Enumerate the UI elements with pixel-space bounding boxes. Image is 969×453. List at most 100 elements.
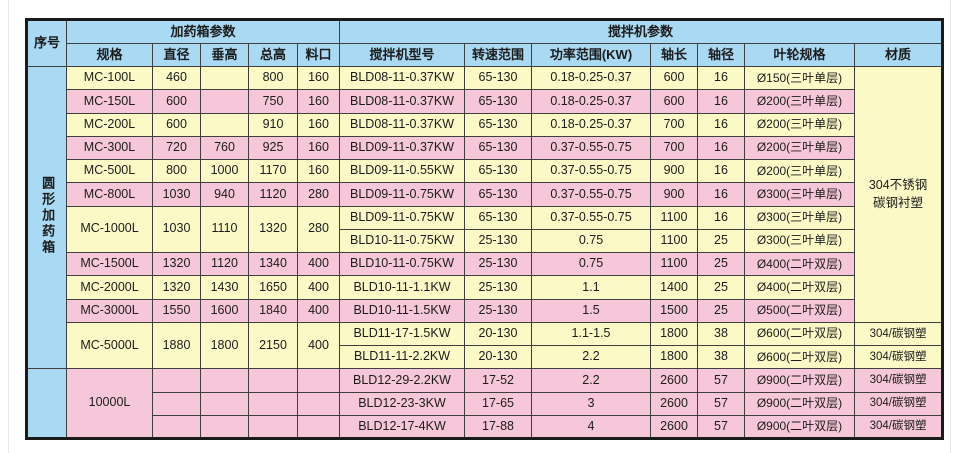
col-header-shaft-diameter: 轴径 xyxy=(697,43,745,67)
col-header-vertical-height: 垂高 xyxy=(200,43,249,67)
cell-shaft-diameter: 16 xyxy=(697,205,745,230)
cell-diameter xyxy=(152,368,201,393)
cell-impeller: Ø900(二叶双层) xyxy=(744,414,855,440)
cell-total-height xyxy=(248,368,298,393)
cell-feed-port: 160 xyxy=(297,65,340,91)
cell-spec: 10000L xyxy=(66,368,153,439)
cell-spec: MC-1000L xyxy=(66,205,153,253)
cell-speed: 65-130 xyxy=(464,182,532,207)
cell-vertical-height xyxy=(200,112,249,137)
cell-power: 1.1 xyxy=(531,275,651,300)
cell-impeller: Ø300(三叶单层) xyxy=(744,182,855,207)
cell-vertical-height xyxy=(200,65,249,91)
cell-power: 0.18-0.25-0.37 xyxy=(531,65,651,91)
cell-total-height: 1320 xyxy=(248,205,298,253)
cell-vertical-height: 1600 xyxy=(200,298,249,323)
cell-shaft-diameter: 38 xyxy=(697,344,745,370)
cell-spec: MC-3000L xyxy=(66,298,153,323)
cell-material: 304/碳钢塑 xyxy=(853,414,944,440)
cell-speed: 25-130 xyxy=(464,275,532,300)
cell-vertical-height: 1110 xyxy=(200,205,249,253)
cell-shaft-diameter: 16 xyxy=(697,182,745,207)
table-row: BLD11-11-2.2KW 20-130 2.2 1800 38 Ø600(二… xyxy=(27,344,944,370)
cell-total-height: 1650 xyxy=(248,275,298,300)
cell-shaft-length: 700 xyxy=(650,112,698,137)
header-row-groups: 序号 加药箱参数 搅拌机参数 xyxy=(26,19,944,67)
table-row: MC-1500L 1320 1120 1340 400 BLD10-11-0.7… xyxy=(27,251,943,277)
cell-shaft-diameter: 25 xyxy=(697,275,745,300)
cell-speed: 20-130 xyxy=(464,344,532,370)
cell-feed-port: 400 xyxy=(297,298,340,323)
cell-power: 1.1-1.5 xyxy=(531,321,651,347)
col-header-speed-range: 转速范围 xyxy=(464,43,532,67)
cell-model: BLD11-17-1.5KW xyxy=(339,321,465,347)
cell-impeller: Ø400(二叶双层) xyxy=(744,275,855,300)
page-border-right xyxy=(950,0,951,453)
col-header-diameter: 直径 xyxy=(152,43,201,67)
cell-diameter: 1320 xyxy=(152,251,201,277)
section-label-cell: 圆形加药箱 xyxy=(26,65,67,370)
section-label-cell-empty xyxy=(26,368,67,439)
cell-power: 3 xyxy=(531,391,651,416)
cell-total-height: 1170 xyxy=(248,158,298,184)
table-row: MC-200L 600 910 160 BLD08-11-0.37KW 65-1… xyxy=(27,112,943,137)
col-header-serial: 序号 xyxy=(26,19,67,67)
cell-power: 0.18-0.25-0.37 xyxy=(531,112,651,137)
cell-impeller: Ø300(三叶单层) xyxy=(744,228,855,254)
cell-shaft-diameter: 16 xyxy=(697,112,745,137)
cell-total-height: 1840 xyxy=(248,298,298,323)
cell-feed-port xyxy=(297,414,340,440)
cell-power: 1.5 xyxy=(531,298,651,323)
table-row: MC-2000L 1320 1430 1650 400 BLD10-11-1.1… xyxy=(27,275,943,300)
table-row: BLD12-23-3KW 17-65 3 2600 57 Ø900(二叶双层) … xyxy=(27,391,944,416)
cell-shaft-length: 1800 xyxy=(650,321,698,347)
cell-impeller: Ø200(三叶单层) xyxy=(744,135,855,161)
cell-impeller: Ø500(二叶双层) xyxy=(744,298,855,323)
spec-table: 序号 加药箱参数 搅拌机参数 规格 直径 垂高 总高 料口 搅拌机型号 转速范围… xyxy=(25,18,945,440)
cell-speed: 65-130 xyxy=(464,158,532,184)
cell-feed-port: 400 xyxy=(297,275,340,300)
cell-total-height: 800 xyxy=(248,65,298,91)
cell-speed: 17-65 xyxy=(464,391,532,416)
cell-shaft-length: 900 xyxy=(650,182,698,207)
cell-model: BLD12-17-4KW xyxy=(339,414,465,440)
cell-diameter: 1550 xyxy=(152,298,201,323)
table-row: MC-800L 1030 940 1120 280 BLD09-11-0.75K… xyxy=(27,182,943,207)
cell-model: BLD11-11-2.2KW xyxy=(339,344,465,370)
cell-shaft-diameter: 25 xyxy=(697,228,745,254)
cell-feed-port: 160 xyxy=(297,135,340,161)
cell-model: BLD10-11-0.75KW xyxy=(339,251,465,277)
cell-power: 0.75 xyxy=(531,228,651,254)
cell-spec: MC-100L xyxy=(66,65,153,91)
cell-feed-port: 280 xyxy=(297,205,340,253)
cell-shaft-diameter: 38 xyxy=(697,321,745,347)
cell-vertical-height: 940 xyxy=(200,182,249,207)
cell-model: BLD08-11-0.37KW xyxy=(339,89,465,114)
cell-model: BLD10-11-1.1KW xyxy=(339,275,465,300)
cell-model: BLD09-11-0.75KW xyxy=(339,182,465,207)
cell-power: 0.18-0.25-0.37 xyxy=(531,89,651,114)
cell-impeller: Ø200(三叶单层) xyxy=(744,158,855,184)
cell-shaft-length: 2600 xyxy=(650,414,698,440)
cell-model: BLD09-11-0.55KW xyxy=(339,158,465,184)
cell-total-height: 910 xyxy=(248,112,298,137)
cell-model: BLD10-11-0.75KW xyxy=(339,228,465,254)
table-row: MC-1000L 1030 1110 1320 280 BLD09-11-0.7… xyxy=(27,205,943,253)
cell-diameter: 600 xyxy=(152,89,201,114)
cell-model: BLD12-29-2.2KW xyxy=(339,368,465,393)
cell-shaft-length: 1100 xyxy=(650,205,698,230)
cell-speed: 20-130 xyxy=(464,321,532,347)
table-row: MC-300L 720 760 925 160 BLD09-11-0.37KW … xyxy=(27,135,943,161)
cell-speed: 25-130 xyxy=(464,228,532,254)
cell-vertical-height xyxy=(200,89,249,114)
table-row: BLD12-17-4KW 17-88 4 2600 57 Ø900(二叶双层) … xyxy=(27,414,944,440)
cell-spec: MC-200L xyxy=(66,112,153,137)
cell-vertical-height xyxy=(200,414,249,440)
cell-impeller: Ø300(三叶单层) xyxy=(744,205,855,230)
cell-speed: 65-130 xyxy=(464,65,532,91)
cell-shaft-diameter: 16 xyxy=(697,158,745,184)
cell-impeller: Ø900(二叶双层) xyxy=(744,391,855,416)
cell-model: BLD09-11-0.37KW xyxy=(339,135,465,161)
cell-power: 0.37-0.55-0.75 xyxy=(531,158,651,184)
cell-shaft-diameter: 57 xyxy=(697,368,745,393)
